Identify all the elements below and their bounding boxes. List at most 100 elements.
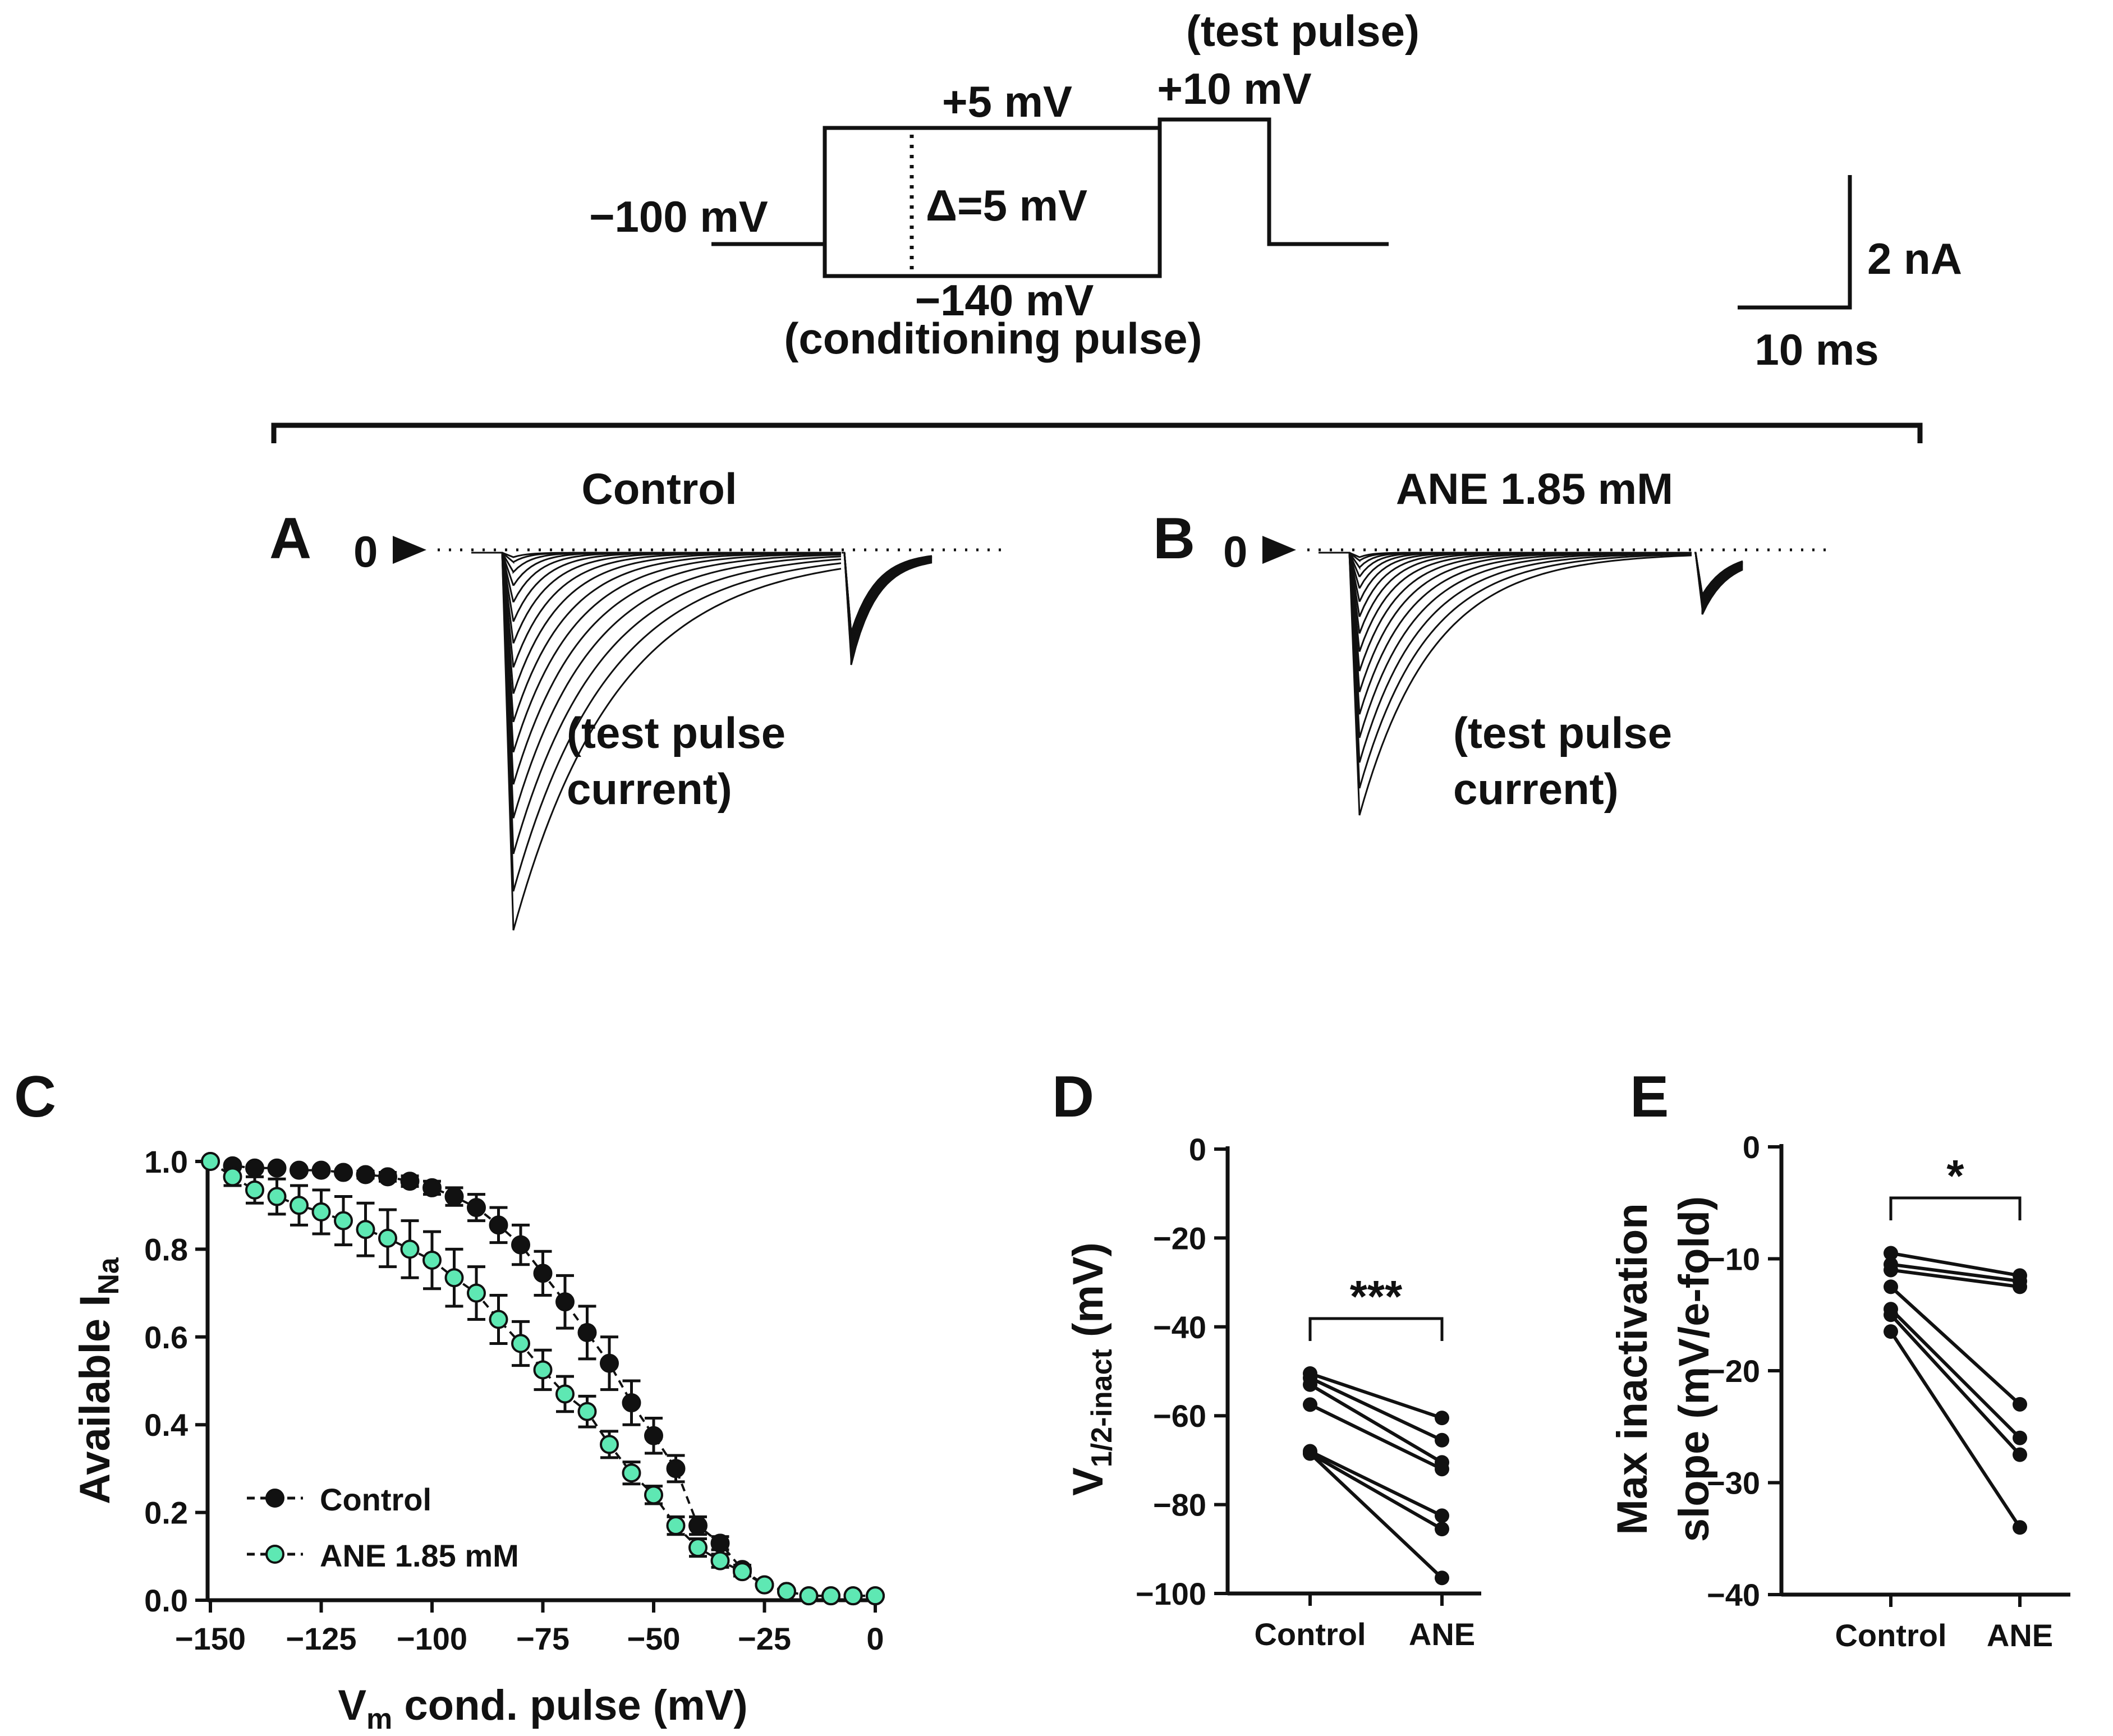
panel-bracket [271, 422, 1923, 443]
legend-marker [265, 1545, 284, 1564]
y-tick-label: −100 [1136, 1576, 1206, 1611]
data-point [467, 1198, 486, 1218]
data-point [290, 1196, 309, 1215]
x-tick-label: −125 [286, 1621, 356, 1656]
panel-a-current-traces [471, 552, 933, 931]
current-trace [471, 552, 842, 931]
test-pulse-label: (test pulse) [1186, 6, 1420, 56]
panel-b-annotation-1: (test pulse [1453, 708, 1672, 757]
y-tick-label: −20 [1153, 1220, 1206, 1256]
pair-line [1308, 1452, 1444, 1579]
y-tick-label: −40 [1153, 1310, 1206, 1345]
data-point [600, 1435, 619, 1454]
y-axis-label-line2: slope (mV/e-fold) [1670, 1196, 1718, 1542]
current-trace [471, 552, 841, 723]
data-point [334, 1211, 353, 1230]
test-pulse-trace [842, 552, 933, 650]
paired-observation [1303, 1377, 1449, 1470]
data-point [843, 1586, 863, 1606]
control-point [1303, 1397, 1317, 1412]
data-point [644, 1485, 663, 1505]
y-tick-label: 1.0 [144, 1144, 188, 1179]
data-point [201, 1152, 220, 1171]
data-point [777, 1582, 796, 1601]
y-tick-label: −20 [1707, 1353, 1760, 1389]
current-trace [471, 552, 842, 694]
pair-line [1309, 1376, 1443, 1442]
ane-point [1435, 1570, 1449, 1586]
data-point [422, 1178, 442, 1197]
panel-a-zero: 0 [353, 527, 378, 576]
pair-line [1309, 1452, 1443, 1531]
panel-e-chart: E 0 −10 −20 −30 −40 Control ANE * Max inactivati… [1609, 1064, 2070, 1653]
data-point [245, 1158, 264, 1178]
data-point [644, 1426, 663, 1445]
current-trace [471, 552, 842, 819]
x-axis-label: Vm cond. pulse (mV) [338, 1682, 747, 1735]
ane-point [2013, 1520, 2027, 1535]
data-point [666, 1516, 686, 1536]
test-pulse-trace [842, 552, 933, 659]
ane-point [1435, 1411, 1449, 1426]
data-point [688, 1538, 708, 1558]
ane-point [1435, 1508, 1449, 1523]
pair-line [1889, 1308, 2022, 1439]
pair-line [1889, 1285, 2022, 1406]
x-tick-label: ANE [1987, 1618, 2053, 1653]
y-tick-label: 0.8 [144, 1232, 188, 1267]
cond-bottom-label: −140 mV [915, 275, 1094, 325]
data-point [555, 1292, 575, 1312]
current-trace [471, 552, 842, 892]
paired-observation [1884, 1262, 2027, 1294]
test-pulse-trace [842, 552, 933, 665]
x-tick-label: ANE [1409, 1616, 1475, 1652]
data-point [400, 1239, 420, 1259]
panel-a-title: Control [581, 464, 737, 513]
pair-line [1889, 1314, 2022, 1456]
panel-a-zero-arrow-icon [393, 536, 426, 564]
y-tick-label: −10 [1707, 1242, 1760, 1277]
test-pulse-trace [842, 552, 933, 653]
data-point [533, 1360, 553, 1380]
test-pulse-trace [842, 552, 933, 647]
data-point [311, 1160, 331, 1180]
y-tick-label: 0.2 [144, 1495, 188, 1531]
ane-point [2013, 1279, 2027, 1294]
scale-current-label: 2 nA [1867, 234, 1962, 283]
panel-b: B ANE 1.85 mM 0 (test pulse current) [1153, 464, 1835, 816]
data-point [311, 1202, 331, 1221]
delta-label: Δ=5 mV [926, 181, 1087, 230]
scale-bar-lines [1738, 175, 1852, 310]
voltage-protocol: (test pulse) +10 mV +5 mV Δ=5 mV −100 mV… [589, 6, 1420, 363]
paired-observation [1303, 1366, 1449, 1426]
y-tick-label: −80 [1153, 1487, 1206, 1523]
control-point [1884, 1279, 1898, 1294]
panel-b-title: ANE 1.85 mM [1396, 464, 1673, 513]
data-point [622, 1393, 641, 1413]
panel-b-annotation-2: current) [1453, 764, 1619, 814]
pair-line [1889, 1330, 2022, 1528]
data-point [666, 1459, 686, 1478]
data-point [622, 1463, 641, 1483]
pair-line [1890, 1262, 2020, 1283]
data-point [378, 1167, 397, 1187]
ane-point [2013, 1430, 2027, 1445]
data-point [710, 1551, 730, 1570]
y-tick-label: −30 [1707, 1466, 1760, 1501]
y-tick-label: 0 [1189, 1132, 1206, 1167]
data-point [334, 1163, 353, 1182]
control-point [1884, 1262, 1898, 1278]
data-point [489, 1310, 508, 1329]
cond-pulse-label: (conditioning pulse) [784, 314, 1202, 363]
control-point [1884, 1307, 1898, 1322]
test-pulse-trace [842, 552, 933, 662]
current-trace [471, 552, 842, 753]
test-voltage-label: +10 mV [1157, 64, 1311, 113]
x-tick-label: −150 [175, 1621, 246, 1656]
ane-point [2013, 1447, 2027, 1462]
data-point [799, 1586, 819, 1606]
paired-observation [1303, 1397, 1449, 1477]
data-point [866, 1586, 885, 1606]
data-point [422, 1250, 442, 1270]
data-point [489, 1215, 508, 1235]
